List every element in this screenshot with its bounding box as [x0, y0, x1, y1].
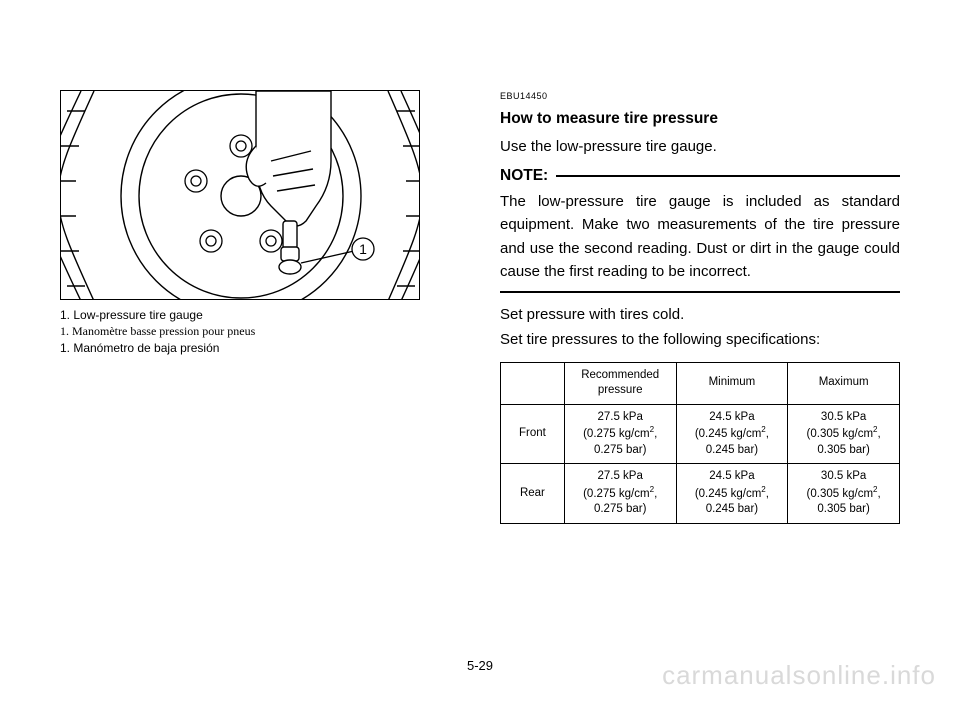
val: 0.245 bar): [706, 444, 758, 456]
caption-es: 1. Manómetro de baja presión: [60, 341, 460, 355]
th-maximum: Maximum: [788, 362, 900, 404]
note-body: The low-pressure tire gauge is included …: [500, 190, 900, 283]
val: 27.5 kPa: [597, 470, 642, 482]
sup: 2: [650, 485, 654, 494]
after-note-2: Set tire pressures to the following spec…: [500, 328, 900, 351]
th-minimum: Minimum: [676, 362, 788, 404]
manual-page: 1 1. Low-pressure tire gauge 1. Manomètr…: [0, 0, 960, 703]
table-row: Front 27.5 kPa (0.275 kg/cm2, 0.275 bar)…: [501, 404, 900, 463]
caption-en: 1. Low-pressure tire gauge: [60, 308, 460, 322]
table-row: Rear 27.5 kPa (0.275 kg/cm2, 0.275 bar) …: [501, 464, 900, 523]
val: 0.275 bar): [594, 503, 646, 515]
sup: 2: [873, 425, 877, 434]
caption-fr: 1. Manomètre basse pression pour pneus: [60, 324, 460, 339]
th-recommended: Recommended pressure: [564, 362, 676, 404]
rear-rec: 27.5 kPa (0.275 kg/cm2, 0.275 bar): [564, 464, 676, 523]
after-note-1: Set pressure with tires cold.: [500, 303, 900, 326]
note-header-row: NOTE:: [500, 164, 900, 188]
doc-code: EBU14450: [500, 90, 900, 104]
front-rec: 27.5 kPa (0.275 kg/cm2, 0.275 bar): [564, 404, 676, 463]
sup: 2: [873, 485, 877, 494]
val: 0.305 bar): [817, 503, 869, 515]
row-label-rear: Rear: [501, 464, 565, 523]
sup: 2: [761, 425, 765, 434]
figure-tire-gauge: 1: [60, 90, 420, 300]
val: 27.5 kPa: [597, 411, 642, 423]
watermark: carmanualsonline.info: [662, 660, 936, 691]
note-label: NOTE:: [500, 164, 556, 188]
th-blank: [501, 362, 565, 404]
note-rule: [556, 175, 900, 177]
val: 24.5 kPa: [709, 411, 754, 423]
val: (0.245 kg/cm: [695, 487, 761, 499]
row-label-front: Front: [501, 404, 565, 463]
intro-text: Use the low-pressure tire gauge.: [500, 135, 900, 158]
val: 0.245 bar): [706, 503, 758, 515]
val: 24.5 kPa: [709, 470, 754, 482]
val: 0.275 bar): [594, 444, 646, 456]
table-header-row: Recommended pressure Minimum Maximum: [501, 362, 900, 404]
right-column: EBU14450 How to measure tire pressure Us…: [500, 90, 900, 524]
front-min: 24.5 kPa (0.245 kg/cm2, 0.245 bar): [676, 404, 788, 463]
tire-gauge-illustration: 1: [61, 91, 420, 300]
val: (0.275 kg/cm: [583, 487, 649, 499]
section-heading: How to measure tire pressure: [500, 107, 900, 131]
front-max: 30.5 kPa (0.305 kg/cm2, 0.305 bar): [788, 404, 900, 463]
rear-min: 24.5 kPa (0.245 kg/cm2, 0.245 bar): [676, 464, 788, 523]
note-end-rule: [500, 291, 900, 293]
tire-pressure-table: Recommended pressure Minimum Maximum Fro…: [500, 362, 900, 524]
val: (0.305 kg/cm: [807, 487, 873, 499]
val: (0.305 kg/cm: [807, 428, 873, 440]
left-column: 1 1. Low-pressure tire gauge 1. Manomètr…: [60, 90, 460, 524]
val: (0.275 kg/cm: [583, 428, 649, 440]
val: 30.5 kPa: [821, 470, 866, 482]
figure-captions: 1. Low-pressure tire gauge 1. Manomètre …: [60, 308, 460, 355]
val: (0.245 kg/cm: [695, 428, 761, 440]
val: 30.5 kPa: [821, 411, 866, 423]
rear-max: 30.5 kPa (0.305 kg/cm2, 0.305 bar): [788, 464, 900, 523]
sup: 2: [650, 425, 654, 434]
figure-callout-1: 1: [359, 241, 367, 257]
val: 0.305 bar): [817, 444, 869, 456]
two-column-layout: 1 1. Low-pressure tire gauge 1. Manomètr…: [60, 90, 900, 524]
sup: 2: [761, 485, 765, 494]
